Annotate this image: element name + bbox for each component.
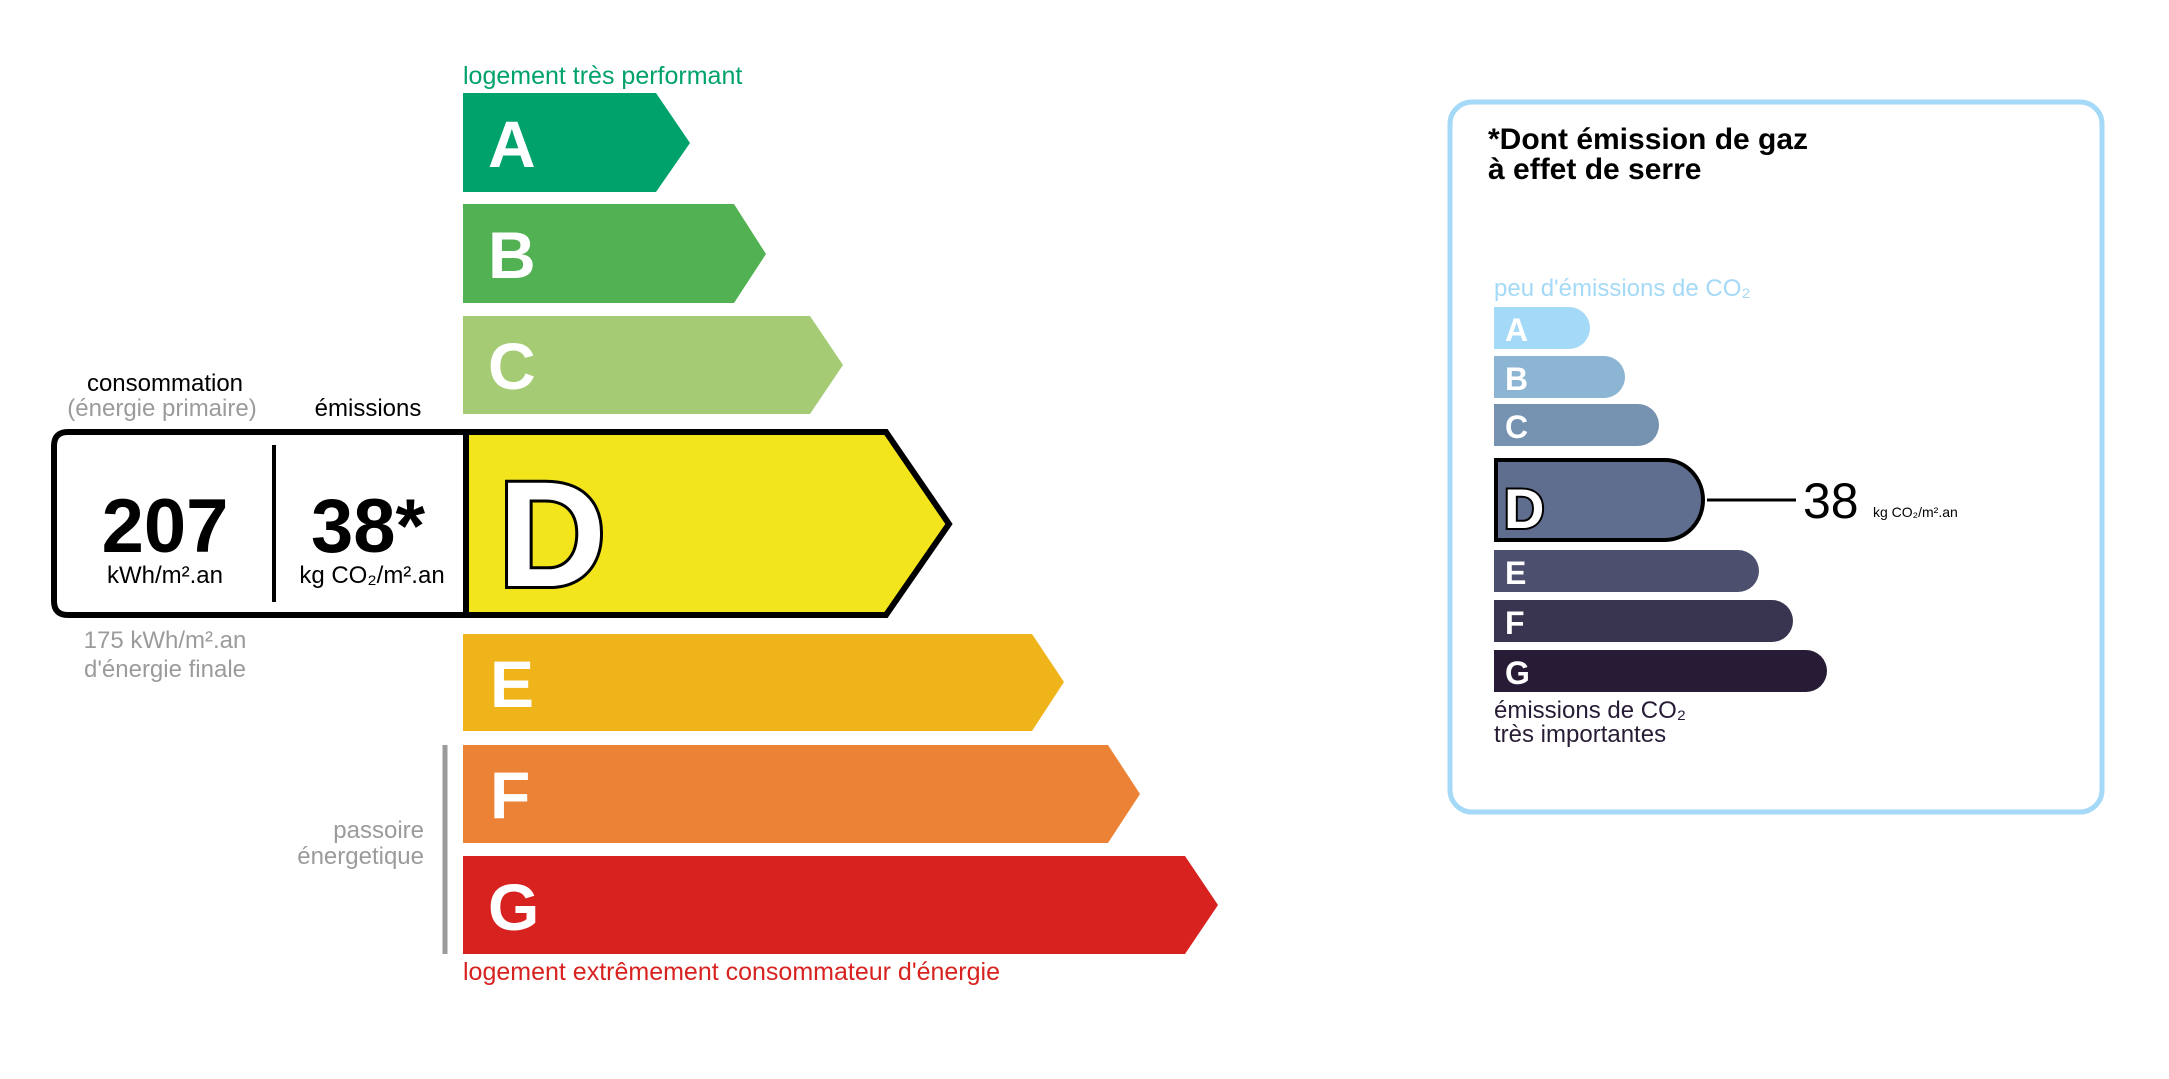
ghg-letter-a: A	[1505, 312, 1528, 348]
consumption-unit: kWh/m².an	[107, 562, 223, 589]
ghg-bottom-label-line1: émissions de CO₂	[1494, 697, 1686, 724]
ghg-title-line2: à effet de serre	[1488, 153, 1701, 186]
passoire-label: passoire	[333, 817, 424, 844]
consumption-value: 207	[102, 484, 229, 569]
energy-letter-b: B	[488, 218, 536, 292]
ghg-grade-a: A	[1494, 307, 1590, 349]
energy-bottom-label: logement extrêmement consommateur d'éner…	[463, 958, 1000, 986]
ghg-letter-g: G	[1505, 655, 1530, 691]
ghg-bar-b	[1494, 356, 1625, 398]
energy-grade-a: A	[463, 93, 690, 192]
ghg-bar-f	[1494, 600, 1793, 642]
ghg-letter-d: D	[1504, 477, 1544, 540]
passoire-label-2: énergetique	[297, 843, 424, 870]
energy-bar-g	[463, 856, 1218, 954]
ghg-grade-d-current: D 38 kg CO₂/m².an	[1494, 458, 1958, 542]
ghg-bar-g	[1494, 650, 1827, 692]
ghg-letter-e: E	[1505, 555, 1526, 591]
final-energy-label: d'énergie finale	[84, 656, 246, 683]
energy-bar-c	[463, 316, 843, 414]
ghg-letter-c: C	[1505, 409, 1528, 445]
energy-bar-a	[463, 93, 690, 192]
ghg-bar-d-shape	[1494, 458, 1705, 542]
energy-letter-g: G	[488, 870, 539, 944]
energy-bar-f	[463, 745, 1140, 843]
ghg-unit: kg CO₂/m².an	[1873, 504, 1958, 520]
ghg-grade-f: F	[1494, 600, 1793, 642]
energy-letter-e: E	[490, 647, 534, 721]
ghg-letter-b: B	[1505, 361, 1528, 397]
ghg-letter-f: F	[1505, 605, 1525, 641]
energy-grade-g: G	[463, 856, 1218, 954]
energy-grade-c: C	[463, 316, 843, 414]
ghg-bar-c	[1494, 404, 1659, 446]
consumption-header: consommation	[87, 370, 243, 397]
energy-grade-b: B	[463, 204, 766, 303]
emissions-value: 38*	[311, 484, 426, 569]
ghg-bottom-label-line2: très importantes	[1494, 721, 1666, 748]
ghg-value: 38	[1803, 473, 1859, 529]
ghg-grade-c: C	[1494, 404, 1659, 446]
energy-letter-d: D	[498, 450, 606, 618]
energy-top-label: logement très performant	[463, 62, 742, 90]
ghg-title-line1: *Dont émission de gaz	[1488, 123, 1808, 156]
energy-letter-a: A	[488, 107, 536, 181]
emissions-header: émissions	[315, 395, 422, 422]
energy-grade-e: E	[463, 634, 1064, 731]
ghg-bar-a	[1494, 307, 1590, 349]
energy-grade-f: F	[463, 745, 1140, 843]
result-box	[51, 429, 469, 618]
energy-bar-e	[463, 634, 1064, 731]
energy-letter-f: F	[490, 758, 530, 832]
ghg-grade-b: B	[1494, 356, 1625, 398]
ghg-bar-e	[1494, 550, 1759, 592]
final-energy-value: 175 kWh/m².an	[84, 627, 247, 654]
energy-grade-d-current: D 207 kWh/m².an 38* kg CO₂/m².an	[51, 429, 953, 621]
energy-bar-b	[463, 204, 766, 303]
ghg-grade-g: G	[1494, 650, 1827, 692]
emissions-unit: kg CO₂/m².an	[299, 562, 444, 589]
consumption-subheader: (énergie primaire)	[67, 395, 256, 422]
ghg-grade-e: E	[1494, 550, 1759, 592]
ghg-top-label: peu d'émissions de CO₂	[1494, 275, 1751, 302]
energy-letter-c: C	[488, 329, 536, 403]
